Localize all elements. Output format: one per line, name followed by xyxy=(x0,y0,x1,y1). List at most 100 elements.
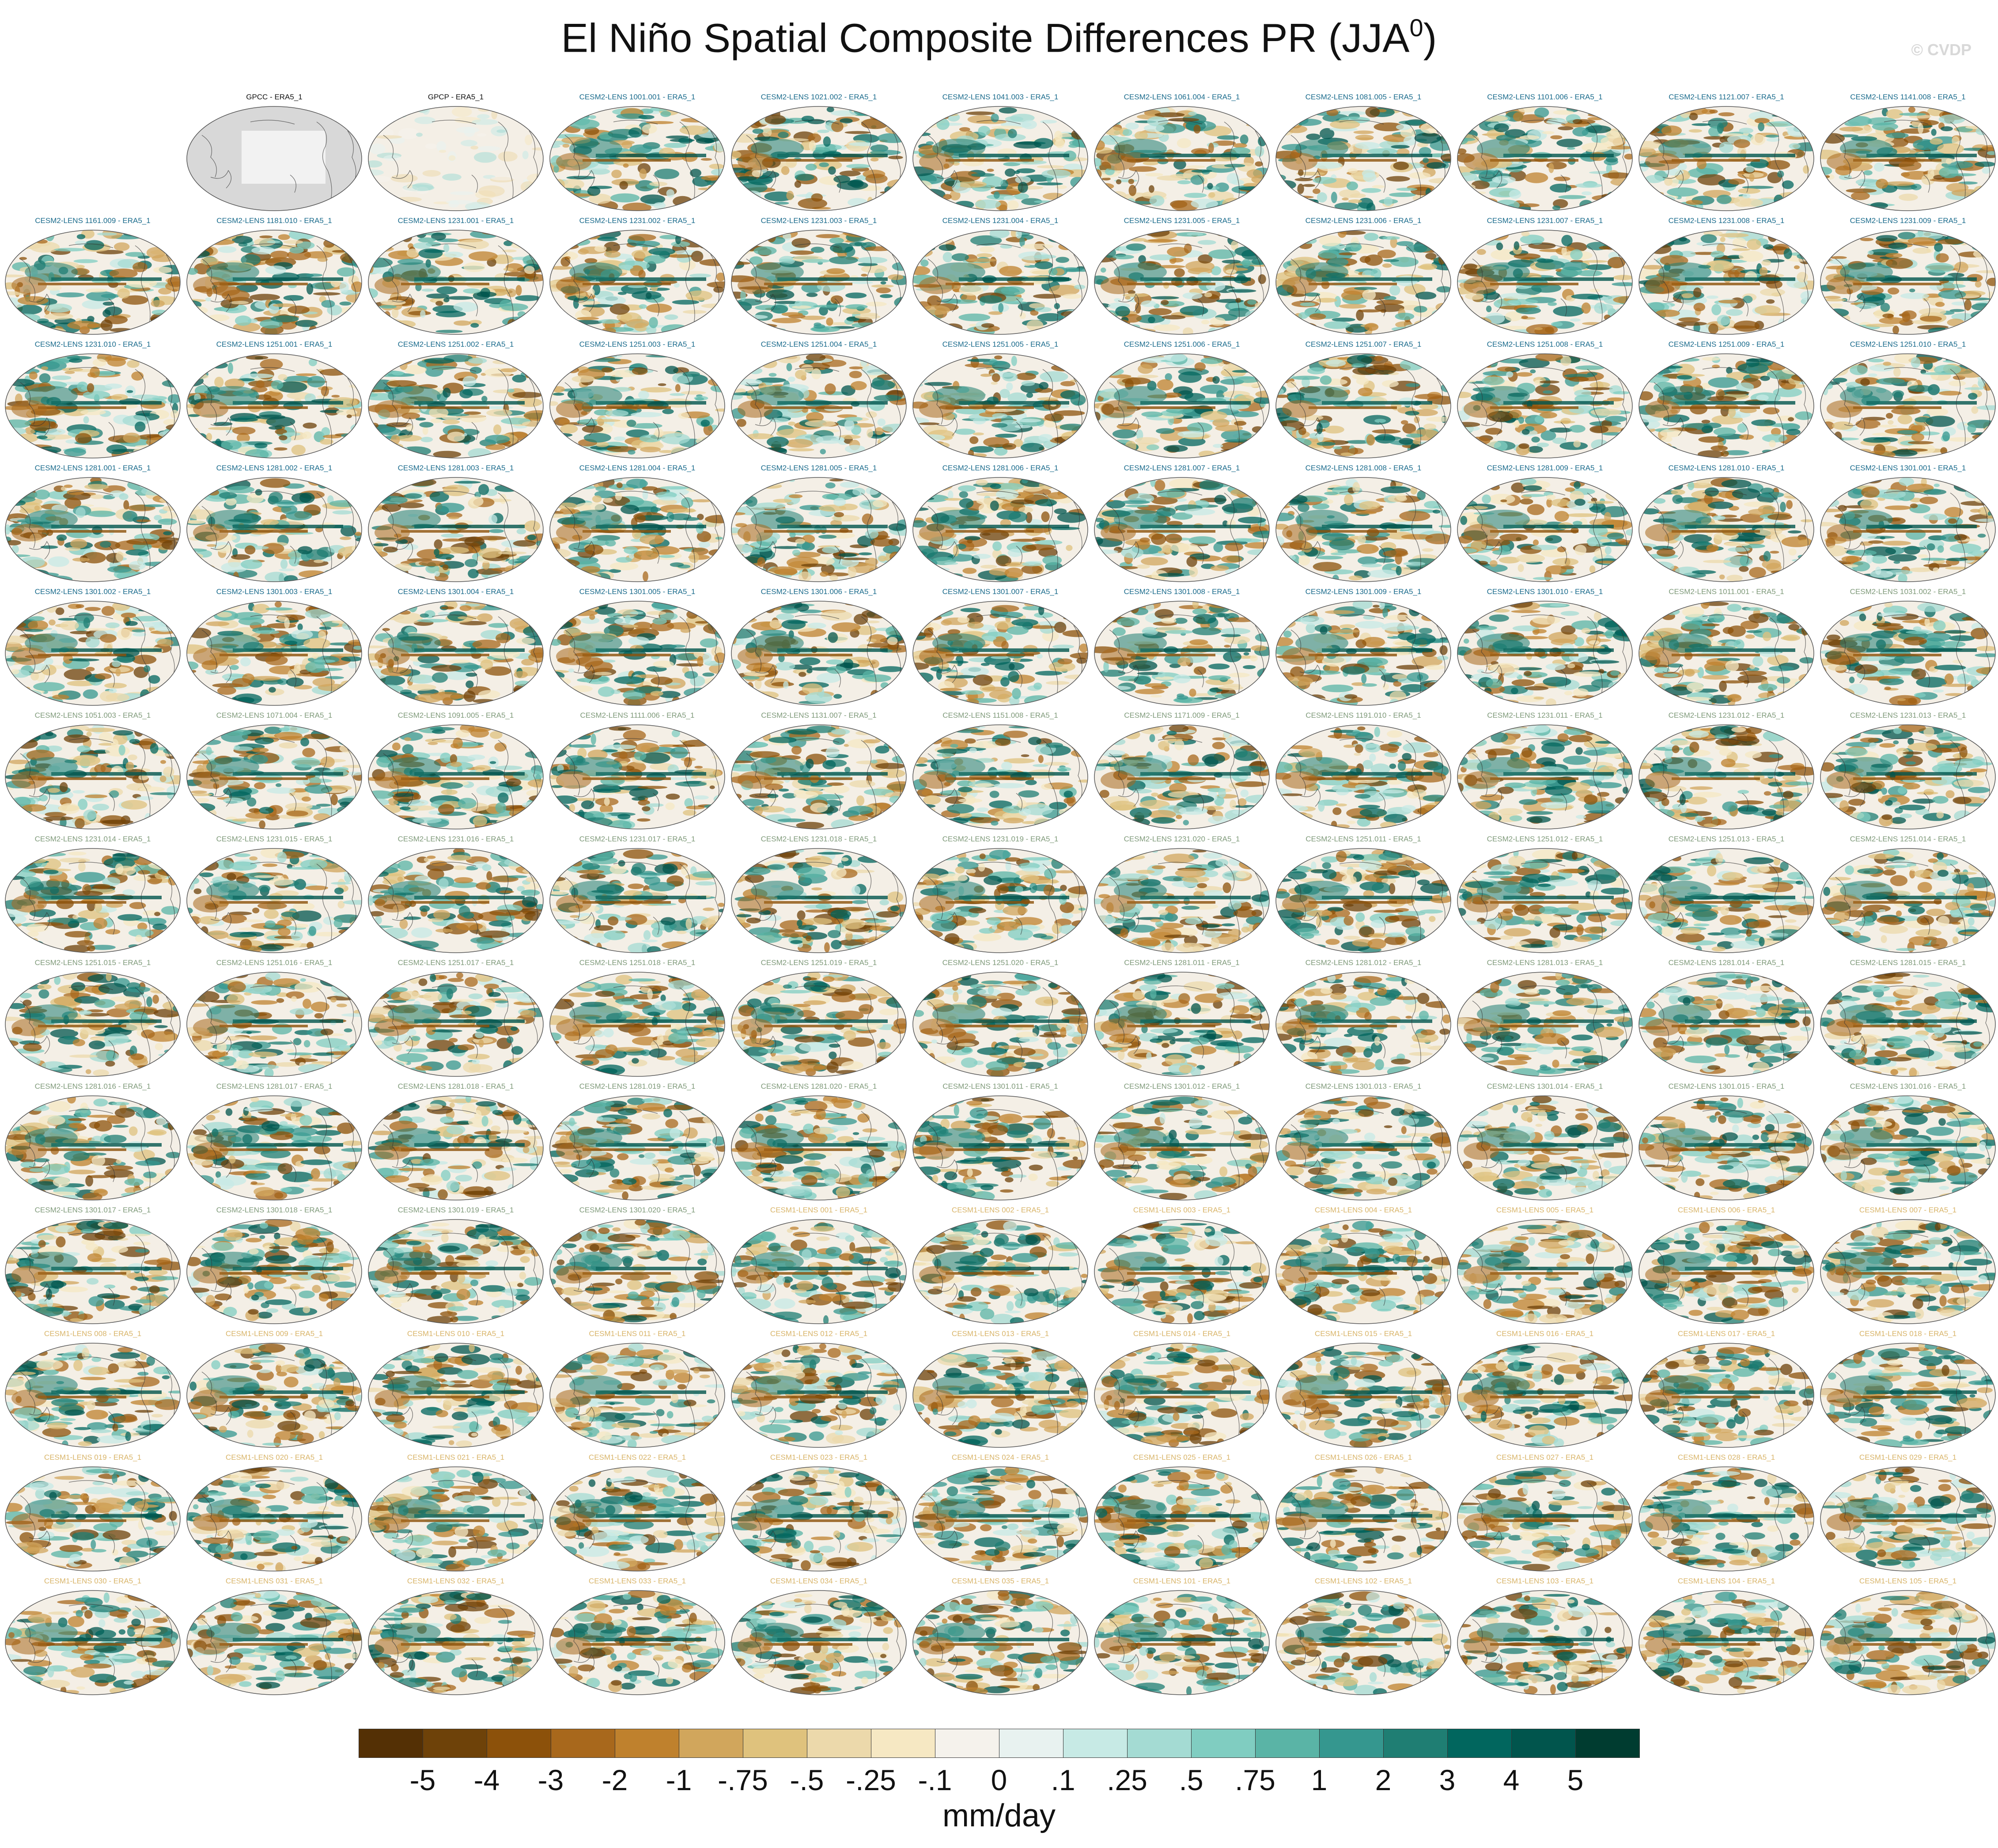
map-panel-title: CESM2-LENS 1181.010 - ERA5_1 xyxy=(184,216,364,225)
map-panel: CESM2-LENS 1001.001 - ERA5_1 xyxy=(547,93,727,213)
map-panel: CESM2-LENS 1281.013 - ERA5_1 xyxy=(1455,958,1635,1079)
map-panel-title: CESM2-LENS 1301.010 - ERA5_1 xyxy=(1455,587,1635,596)
map-panel: CESM2-LENS 1301.004 - ERA5_1 xyxy=(366,587,546,708)
map-panel-title: CESM1-LENS 007 - ERA5_1 xyxy=(1818,1206,1998,1215)
colorbar-box xyxy=(1447,1729,1512,1758)
colorbar-tick-label: -.75 xyxy=(718,1763,768,1797)
title-text: El Niño Spatial Composite Differences PR… xyxy=(561,16,1410,61)
map-plot xyxy=(5,230,181,335)
colorbar-tick-label: .75 xyxy=(1235,1763,1275,1797)
map-panel-title: CESM2-LENS 1231.017 - ERA5_1 xyxy=(547,835,727,844)
map-panel-title: CESM1-LENS 020 - ERA5_1 xyxy=(184,1453,364,1462)
map-plot xyxy=(1457,1590,1633,1695)
map-plot xyxy=(1639,477,1814,582)
map-plot xyxy=(1639,1466,1814,1572)
map-panel: CESM2-LENS 1301.010 - ERA5_1 xyxy=(1455,587,1635,708)
map-panel: CESM1-LENS 105 - ERA5_1 xyxy=(1818,1577,1998,1697)
map-panel: CESM2-LENS 1251.006 - ERA5_1 xyxy=(1092,340,1272,460)
map-panel: CESM2-LENS 1251.014 - ERA5_1 xyxy=(1818,835,1998,955)
map-panel: CESM2-LENS 1251.001 - ERA5_1 xyxy=(184,340,364,460)
map-plot xyxy=(1639,106,1814,211)
map-plot xyxy=(1275,230,1451,335)
map-panel-title: CESM2-LENS 1251.005 - ERA5_1 xyxy=(910,340,1090,349)
map-panel-title: CESM2-LENS 1301.014 - ERA5_1 xyxy=(1455,1082,1635,1091)
map-panel-title: CESM2-LENS 1251.008 - ERA5_1 xyxy=(1455,340,1635,349)
map-plot xyxy=(549,724,725,829)
map-panel-title: CESM2-LENS 1301.015 - ERA5_1 xyxy=(1636,1082,1816,1091)
map-panel-title: CESM2-LENS 1251.004 - ERA5_1 xyxy=(729,340,909,349)
map-panel-title: CESM2-LENS 1251.016 - ERA5_1 xyxy=(184,958,364,967)
map-panel: CESM2-LENS 1301.014 - ERA5_1 xyxy=(1455,1082,1635,1202)
map-panel: CESM2-LENS 1281.008 - ERA5_1 xyxy=(1273,464,1453,584)
map-panel: CESM2-LENS 1021.002 - ERA5_1 xyxy=(729,93,909,213)
map-panel-title: GPCC - ERA5_1 xyxy=(184,93,364,102)
colorbar-box xyxy=(1255,1729,1320,1758)
map-panel: CESM1-LENS 028 - ERA5_1 xyxy=(1636,1453,1816,1573)
map-plot xyxy=(1820,724,1996,829)
map-plot xyxy=(5,972,181,1077)
map-panel: CESM2-LENS 1231.010 - ERA5_1 xyxy=(3,340,183,460)
map-panel-title: CESM2-LENS 1251.020 - ERA5_1 xyxy=(910,958,1090,967)
map-panel: CESM2-LENS 1281.020 - ERA5_1 xyxy=(729,1082,909,1202)
colorbar-box xyxy=(871,1729,935,1758)
map-panel: CESM2-LENS 1301.012 - ERA5_1 xyxy=(1092,1082,1272,1202)
map-plot xyxy=(5,353,181,458)
map-panel: CESM2-LENS 1281.009 - ERA5_1 xyxy=(1455,464,1635,584)
map-panel-title: CESM2-LENS 1231.014 - ERA5_1 xyxy=(3,835,183,844)
map-panel-title: CESM2-LENS 1121.007 - ERA5_1 xyxy=(1636,93,1816,102)
map-panel: CESM2-LENS 1301.001 - ERA5_1 xyxy=(1818,464,1998,584)
map-panel-title: CESM1-LENS 001 - ERA5_1 xyxy=(729,1206,909,1215)
map-plot xyxy=(549,601,725,706)
map-panel: CESM2-LENS 1231.020 - ERA5_1 xyxy=(1092,835,1272,955)
map-plot xyxy=(1457,1343,1633,1448)
map-panel-title: CESM1-LENS 011 - ERA5_1 xyxy=(547,1329,727,1338)
map-panel: CESM2-LENS 1301.016 - ERA5_1 xyxy=(1818,1082,1998,1202)
map-plot xyxy=(912,1590,1088,1695)
map-panel-title: CESM1-LENS 018 - ERA5_1 xyxy=(1818,1329,1998,1338)
map-plot xyxy=(1457,1466,1633,1572)
map-panel: CESM1-LENS 103 - ERA5_1 xyxy=(1455,1577,1635,1697)
map-plot xyxy=(186,1095,362,1200)
map-panel-title: CESM2-LENS 1231.005 - ERA5_1 xyxy=(1092,216,1272,225)
map-panel: CESM2-LENS 1251.012 - ERA5_1 xyxy=(1455,835,1635,955)
map-panel: CESM1-LENS 034 - ERA5_1 xyxy=(729,1577,909,1697)
map-panel: CESM2-LENS 1251.015 - ERA5_1 xyxy=(3,958,183,1079)
map-panel: CESM2-LENS 1231.005 - ERA5_1 xyxy=(1092,216,1272,337)
map-panel-title: CESM2-LENS 1281.007 - ERA5_1 xyxy=(1092,464,1272,473)
map-panel-title: CESM2-LENS 1251.006 - ERA5_1 xyxy=(1092,340,1272,349)
map-plot xyxy=(186,1219,362,1324)
map-panel-title: CESM2-LENS 1251.001 - ERA5_1 xyxy=(184,340,364,349)
map-panel-title: CESM1-LENS 009 - ERA5_1 xyxy=(184,1329,364,1338)
map-plot xyxy=(912,477,1088,582)
map-panel: CESM1-LENS 024 - ERA5_1 xyxy=(910,1453,1090,1573)
colorbar-box xyxy=(935,1729,999,1758)
map-panel: CESM1-LENS 009 - ERA5_1 xyxy=(184,1329,364,1450)
map-panel: CESM2-LENS 1051.003 - ERA5_1 xyxy=(3,711,183,831)
map-plot xyxy=(1275,1590,1451,1695)
map-panel-title: CESM2-LENS 1071.004 - ERA5_1 xyxy=(184,711,364,720)
colorbar-box xyxy=(1575,1729,1640,1758)
map-plot xyxy=(1457,106,1633,211)
colorbar-box xyxy=(1319,1729,1384,1758)
map-panel: CESM2-LENS 1041.003 - ERA5_1 xyxy=(910,93,1090,213)
map-panel: CESM1-LENS 019 - ERA5_1 xyxy=(3,1453,183,1573)
colorbar-box xyxy=(999,1729,1063,1758)
map-panel: CESM2-LENS 1231.019 - ERA5_1 xyxy=(910,835,1090,955)
map-panel: CESM2-LENS 1251.004 - ERA5_1 xyxy=(729,340,909,460)
map-panel-title: CESM1-LENS 023 - ERA5_1 xyxy=(729,1453,909,1462)
map-panel-title: CESM1-LENS 003 - ERA5_1 xyxy=(1092,1206,1272,1215)
map-plot xyxy=(186,353,362,458)
map-panel: CESM2-LENS 1251.018 - ERA5_1 xyxy=(547,958,727,1079)
map-panel: CESM2-LENS 1061.004 - ERA5_1 xyxy=(1092,93,1272,213)
map-panel: CESM2-LENS 1281.007 - ERA5_1 xyxy=(1092,464,1272,584)
map-panel-title: CESM2-LENS 1231.001 - ERA5_1 xyxy=(366,216,546,225)
map-plot xyxy=(731,1466,907,1572)
map-panel: CESM2-LENS 1171.009 - ERA5_1 xyxy=(1092,711,1272,831)
map-panel-title: CESM2-LENS 1161.009 - ERA5_1 xyxy=(3,216,183,225)
map-panel-title: CESM2-LENS 1251.002 - ERA5_1 xyxy=(366,340,546,349)
map-plot xyxy=(5,724,181,829)
map-panel: CESM1-LENS 006 - ERA5_1 xyxy=(1636,1206,1816,1326)
map-panel: CESM2-LENS 1301.006 - ERA5_1 xyxy=(729,587,909,708)
map-panel-title: CESM1-LENS 015 - ERA5_1 xyxy=(1273,1329,1453,1338)
